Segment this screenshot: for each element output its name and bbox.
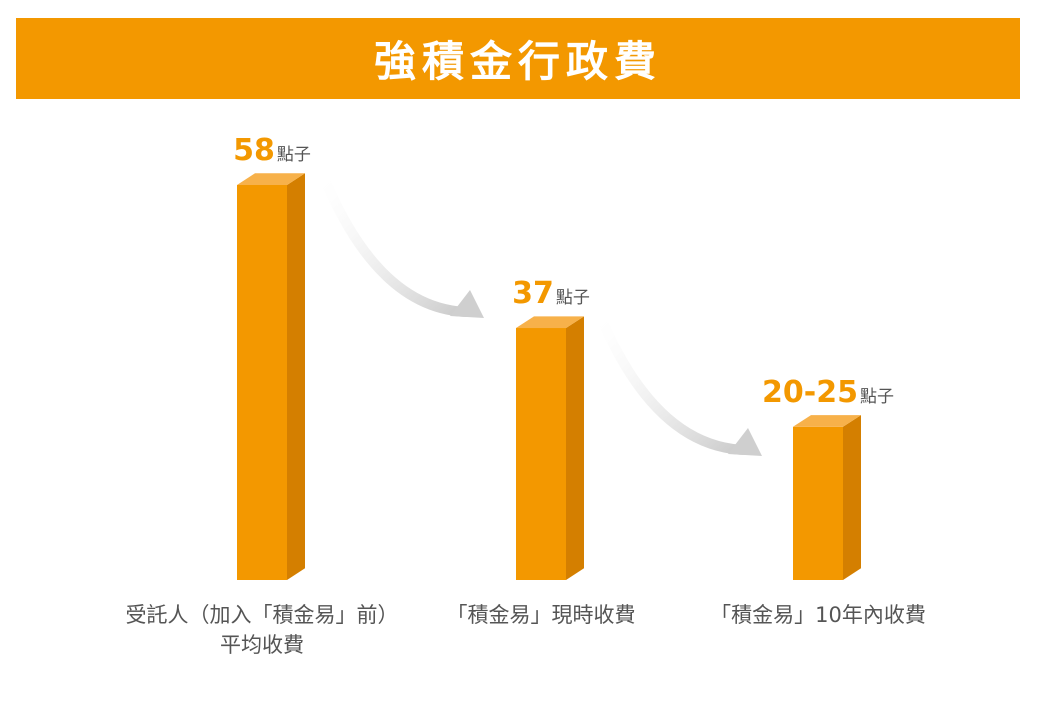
value-label-2: 37 點子 (512, 276, 590, 311)
bar-1 (237, 173, 305, 581)
value-number: 37 (512, 276, 554, 311)
trend-arrow-1 (320, 175, 484, 318)
bar-top (237, 173, 305, 185)
value-unit: 點子 (556, 288, 590, 308)
value-unit: 點子 (860, 387, 894, 407)
bar-side (287, 173, 305, 581)
page-title: 強積金行政費 (373, 37, 662, 86)
category-label-2: 「積金易」現時收費 (446, 603, 636, 627)
value-unit: 點子 (277, 145, 311, 165)
arrow-shaft (597, 315, 753, 455)
bar-front (237, 185, 287, 580)
value-label-3: 20-25 點子 (762, 375, 894, 410)
trend-arrow-2 (597, 315, 762, 456)
bar-top (793, 415, 861, 427)
value-label-1: 58 點子 (233, 133, 311, 168)
category-label-3: 「積金易」10年內收費 (710, 603, 926, 627)
bar-top (516, 316, 584, 329)
bar-side (843, 415, 861, 580)
category-label-1: 受託人（加入「積金易」前） 平均收費 (125, 603, 399, 657)
value-number: 20-25 (762, 375, 858, 410)
arrow-head (450, 290, 484, 318)
bar-side (566, 316, 584, 580)
arrows-layer (320, 175, 762, 456)
arrow-shaft (320, 175, 475, 317)
arrow-head (728, 428, 762, 456)
bars-layer (237, 173, 861, 581)
bar-2 (516, 316, 584, 580)
value-number: 58 (233, 133, 275, 168)
bar-3 (793, 415, 861, 580)
title-banner: 強積金行政費 (16, 18, 1020, 99)
bar-front (793, 426, 843, 580)
bar-front (516, 328, 566, 580)
